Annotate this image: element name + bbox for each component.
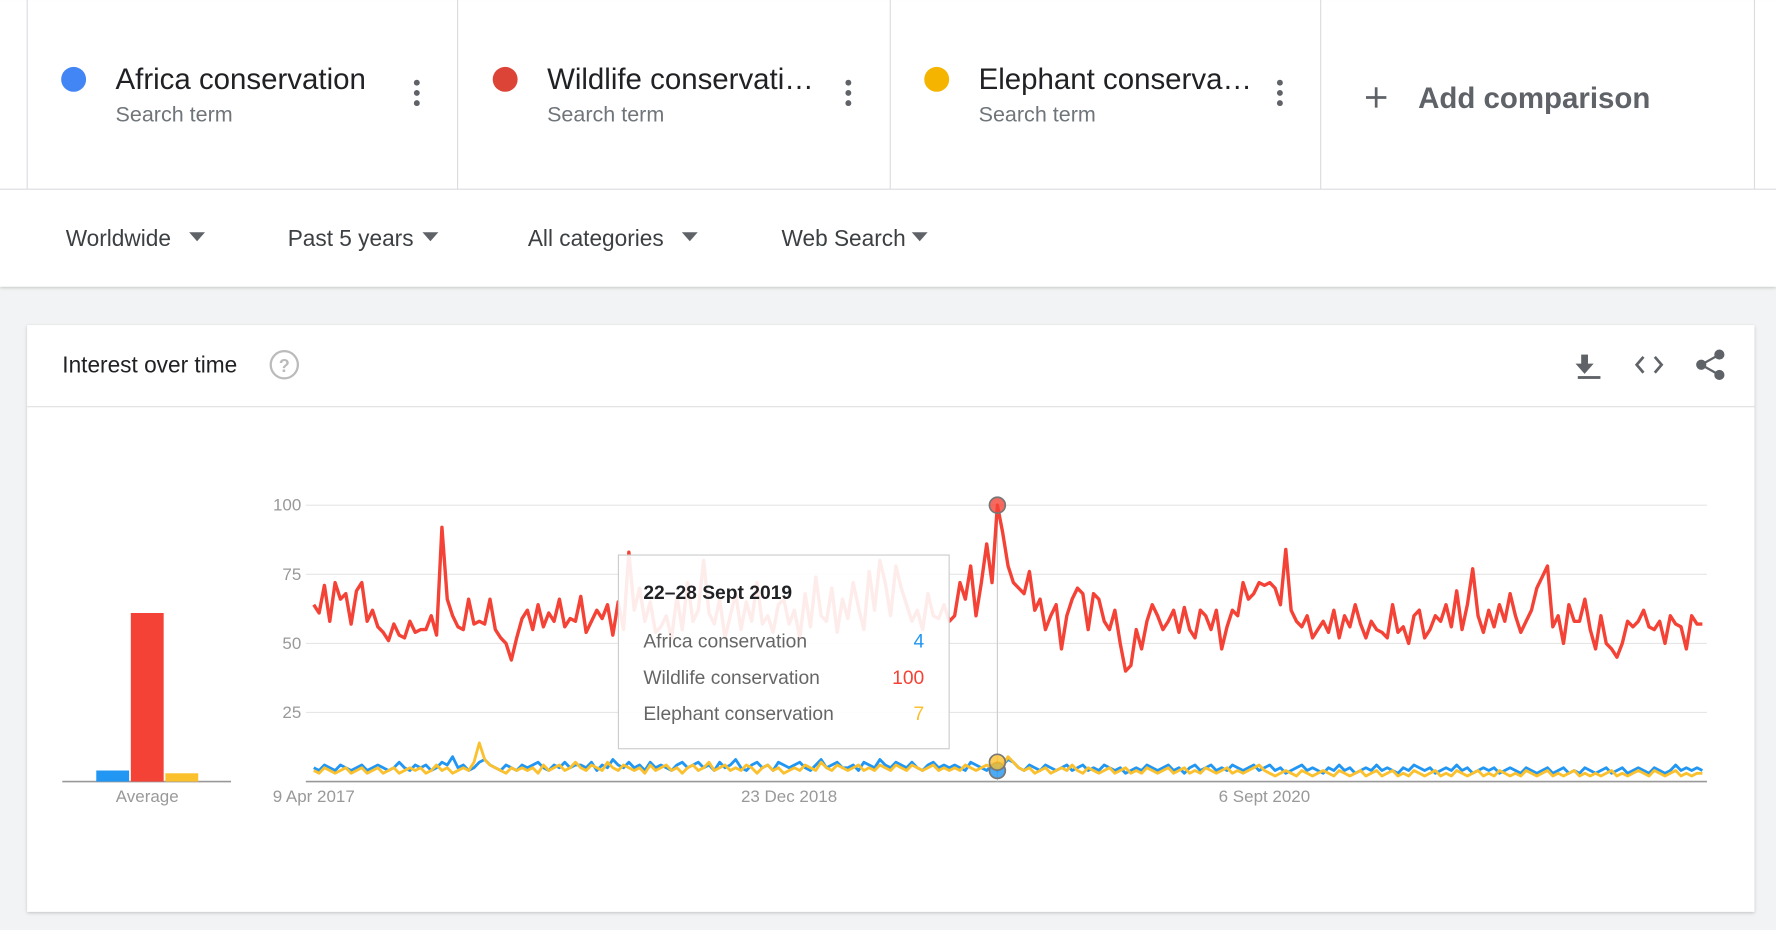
download-icon[interactable] bbox=[1575, 354, 1601, 379]
tooltip-name: Elephant conservation bbox=[643, 704, 834, 725]
term-label[interactable]: Africa conservation bbox=[116, 63, 366, 96]
y-tick-label: 50 bbox=[282, 634, 301, 653]
x-tick-label: 6 Sept 2020 bbox=[1219, 787, 1311, 806]
header bbox=[0, 0, 1776, 287]
filter-arrow[interactable] bbox=[681, 232, 698, 242]
panel-title: Interest over time bbox=[62, 352, 237, 378]
average-label: Average bbox=[116, 787, 179, 806]
average-bar bbox=[165, 773, 199, 782]
svg-text:?: ? bbox=[279, 356, 290, 376]
filter-label[interactable]: All categories bbox=[528, 225, 664, 251]
y-tick-label: 25 bbox=[282, 703, 301, 722]
tooltip-value: 7 bbox=[914, 704, 925, 725]
share-icon[interactable] bbox=[1696, 349, 1725, 381]
term-dot bbox=[924, 66, 950, 92]
embed-icon[interactable] bbox=[1634, 355, 1664, 374]
y-tick-label: 75 bbox=[282, 565, 301, 584]
term-label[interactable]: Wildlife conservati… bbox=[547, 63, 814, 96]
x-tick-label: 9 Apr 2017 bbox=[273, 787, 355, 806]
term-sublabel: Search term bbox=[116, 102, 233, 126]
tooltip-value: 4 bbox=[914, 632, 925, 653]
term-dividers bbox=[0, 0, 1776, 190]
add-icon[interactable] bbox=[1365, 87, 1387, 108]
term-dot bbox=[492, 66, 518, 92]
tooltip-name: Africa conservation bbox=[643, 632, 807, 653]
help-icon[interactable]: ? bbox=[269, 350, 300, 380]
filter-label[interactable]: Past 5 years bbox=[288, 225, 414, 251]
hover-point bbox=[988, 753, 1007, 772]
hover-point bbox=[988, 496, 1007, 514]
filter-label[interactable]: Worldwide bbox=[66, 225, 171, 251]
kebab-icons[interactable] bbox=[413, 79, 1283, 107]
tooltip-title: 22–28 Sept 2019 bbox=[643, 583, 792, 604]
term-dot bbox=[61, 66, 87, 92]
term-sublabel: Search term bbox=[979, 102, 1096, 126]
add-comparison[interactable]: Add comparison bbox=[1418, 82, 1650, 115]
tooltip-name: Wildlife conservation bbox=[643, 668, 820, 689]
tooltip-value: 100 bbox=[892, 668, 924, 689]
y-tick-label: 100 bbox=[273, 496, 301, 515]
series-line bbox=[313, 741, 1703, 778]
series-line bbox=[312, 503, 1703, 673]
term-sublabel: Search term bbox=[547, 102, 664, 126]
tooltip bbox=[617, 554, 950, 750]
filter-arrow[interactable] bbox=[422, 232, 439, 242]
average-bar bbox=[130, 612, 164, 782]
term-label[interactable]: Elephant conserva… bbox=[979, 63, 1252, 96]
filter-arrow[interactable] bbox=[911, 232, 928, 242]
filter-label[interactable]: Web Search bbox=[782, 225, 906, 251]
x-tick-label: 23 Dec 2018 bbox=[741, 787, 837, 806]
interest-chart: Average 25 50 75 100 9 Apr 2017 23 Dec 2018 6 S… bbox=[62, 496, 1707, 806]
average-bar bbox=[96, 770, 130, 782]
filter-arrow[interactable] bbox=[189, 232, 206, 242]
